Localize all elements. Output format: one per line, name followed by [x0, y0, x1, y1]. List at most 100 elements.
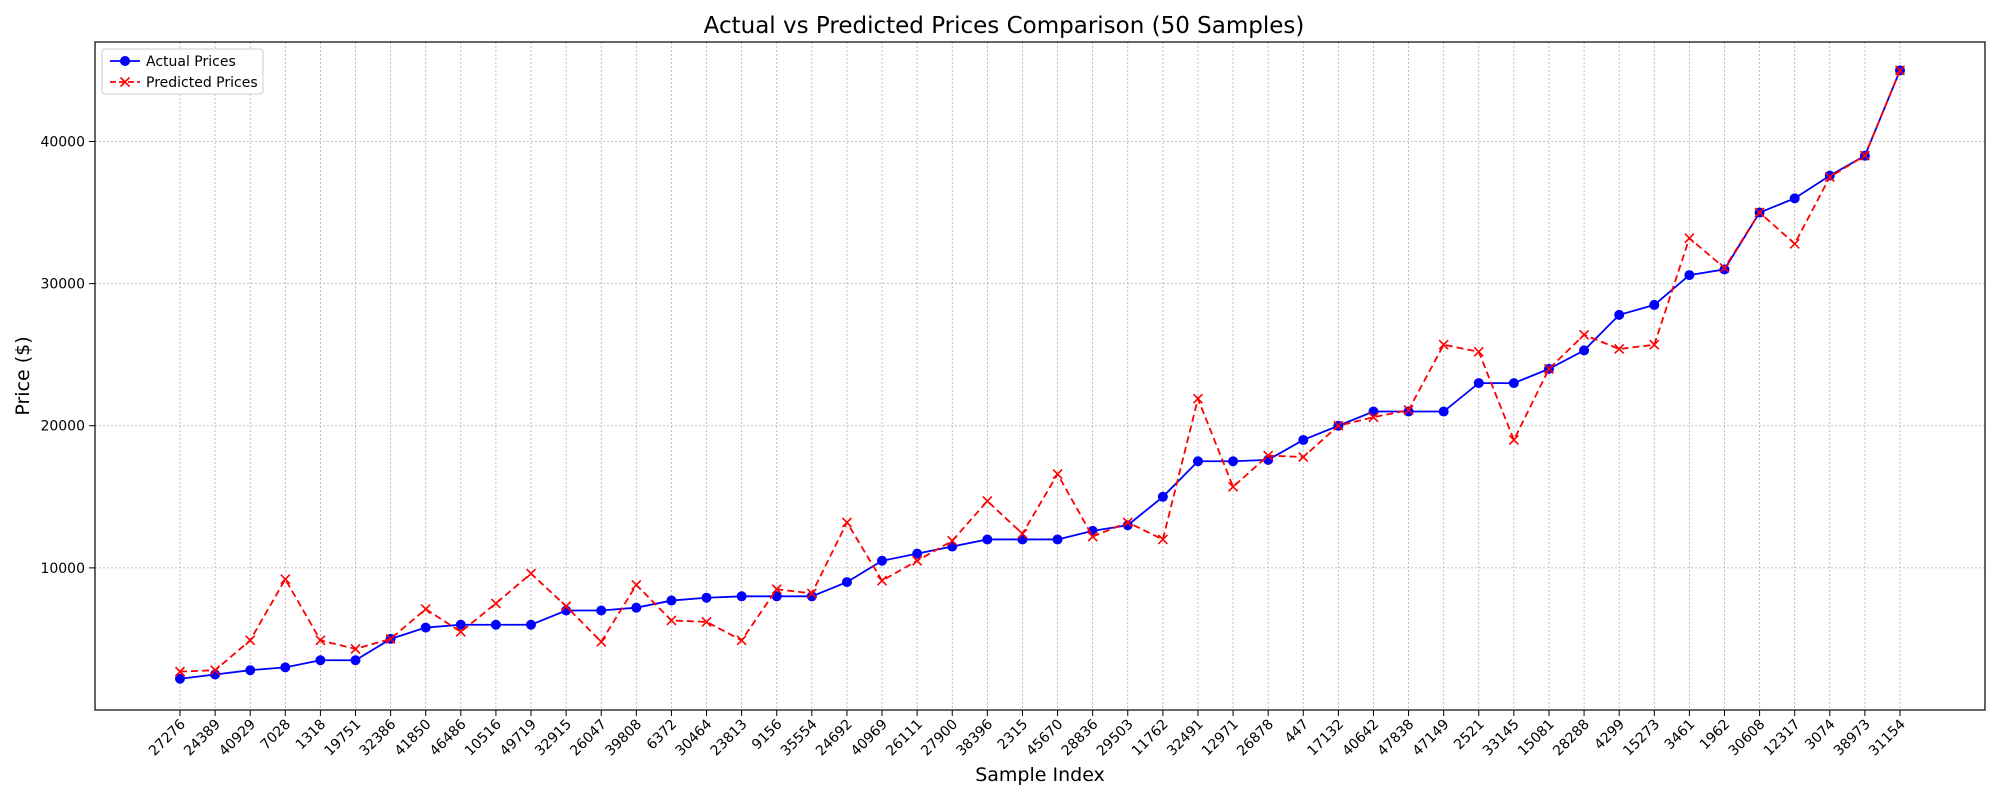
legend-box [101, 48, 264, 95]
actual-prices-point [1438, 406, 1449, 417]
legend: Actual Prices Predicted Prices [101, 48, 264, 95]
actual-prices-point [1368, 406, 1379, 417]
actual-prices-point [1579, 345, 1590, 356]
predicted-prices-point [912, 555, 923, 566]
plot-frame [94, 41, 1986, 711]
predicted-prices-point [420, 604, 431, 615]
actual-prices-point [1473, 378, 1484, 389]
actual-prices-point [1192, 456, 1203, 467]
predicted-prices-point [1403, 405, 1414, 416]
y-tick-label: 20000 [40, 419, 85, 435]
actual-prices-point [596, 605, 607, 616]
actual-prices-point [1649, 299, 1660, 310]
actual-prices-point [350, 655, 361, 666]
predicted-prices-point [1192, 393, 1204, 404]
actual-prices-line [179, 70, 1901, 680]
y-ticks: 10000 20000 30000 40000 [40, 134, 95, 577]
predicted-prices-point [1649, 339, 1660, 350]
actual-prices-point [1052, 534, 1063, 545]
y-axis-label: Price ($) [12, 336, 34, 415]
predicted-prices-point [1508, 434, 1519, 446]
predicted-prices-point [1333, 420, 1344, 431]
actual-prices-point [420, 622, 431, 633]
predicted-prices-point [982, 496, 993, 507]
predicted-prices-point [1859, 150, 1870, 161]
predicted-prices-point [385, 633, 396, 645]
series-layer [174, 65, 1906, 684]
predicted-prices-point [1754, 207, 1765, 218]
actual-prices-point [1614, 309, 1625, 320]
actual-prices-point [526, 619, 537, 630]
actual-prices-point [666, 595, 677, 606]
actual-prices-point [1824, 170, 1835, 181]
actual-prices-series [175, 65, 1905, 684]
actual-prices-point [455, 619, 466, 630]
predicted-prices-point [525, 568, 537, 579]
predicted-prices-point [701, 616, 712, 627]
predicted-prices-point [315, 635, 326, 646]
predicted-prices-point [1227, 481, 1239, 492]
predicted-prices-point [1579, 329, 1590, 340]
actual-prices-legend-marker [120, 56, 130, 66]
predicted-prices-point [455, 626, 466, 637]
predicted-prices-point [1157, 534, 1168, 545]
actual-prices-point [912, 548, 923, 559]
predicted-prices-point [174, 666, 186, 677]
actual-prices-point [736, 591, 747, 602]
actual-prices-point [315, 655, 326, 666]
predicted-prices-point [210, 665, 221, 676]
actual-prices-point [841, 577, 852, 588]
predicted-prices-point [245, 635, 256, 646]
actual-prices-point [631, 602, 642, 613]
predicted-prices-point [1719, 262, 1730, 274]
predicted-prices-point [1684, 233, 1695, 244]
predicted-prices-series [174, 65, 1906, 677]
predicted-prices-point [1543, 363, 1555, 374]
actual-prices-point [1508, 378, 1519, 389]
predicted-prices-line [179, 70, 1901, 673]
predicted-prices-legend-label: Predicted Prices [146, 75, 258, 91]
predicted-prices-point [1087, 531, 1098, 542]
actual-prices-point [280, 662, 291, 673]
predicted-prices-point [596, 636, 607, 647]
predicted-prices-point [1122, 517, 1133, 528]
predicted-prices-point [631, 579, 642, 590]
predicted-prices-point [666, 615, 677, 626]
y-tick-label: 10000 [40, 561, 85, 577]
predicted-prices-legend-marker [119, 76, 131, 88]
actual-prices-point [982, 534, 993, 545]
actual-prices-point [1684, 270, 1695, 281]
chart-title: Actual vs Predicted Prices Comparison (5… [704, 13, 1305, 39]
predicted-prices-point [1473, 346, 1484, 357]
actual-prices-point [490, 619, 501, 630]
predicted-prices-point [561, 601, 572, 612]
predicted-prices-point [280, 574, 291, 585]
predicted-prices-point [947, 535, 958, 546]
predicted-prices-point [350, 643, 361, 654]
actual-prices-legend-label: Actual Prices [146, 54, 236, 70]
predicted-prices-point [1789, 238, 1800, 249]
predicted-prices-point [841, 517, 853, 528]
actual-prices-point [1228, 456, 1239, 467]
predicted-prices-point [771, 584, 782, 595]
predicted-prices-point [1263, 450, 1274, 461]
actual-prices-point [947, 541, 958, 552]
actual-prices-point [175, 673, 185, 684]
predicted-prices-point [1368, 412, 1379, 423]
actual-prices-point [701, 592, 712, 603]
predicted-prices-point [1894, 65, 1906, 76]
actual-prices-point [1789, 193, 1800, 204]
predicted-prices-point [1052, 469, 1063, 480]
y-tick-label: 40000 [40, 134, 85, 150]
predicted-prices-point [490, 598, 501, 609]
actual-prices-point [245, 665, 256, 676]
predicted-prices-point [1017, 528, 1028, 539]
predicted-prices-point [736, 635, 747, 646]
predicted-prices-point [1438, 339, 1449, 350]
actual-prices-point [1298, 434, 1309, 445]
predicted-prices-point [876, 575, 888, 586]
predicted-prices-point [806, 588, 817, 599]
predicted-prices-point [1824, 171, 1835, 183]
